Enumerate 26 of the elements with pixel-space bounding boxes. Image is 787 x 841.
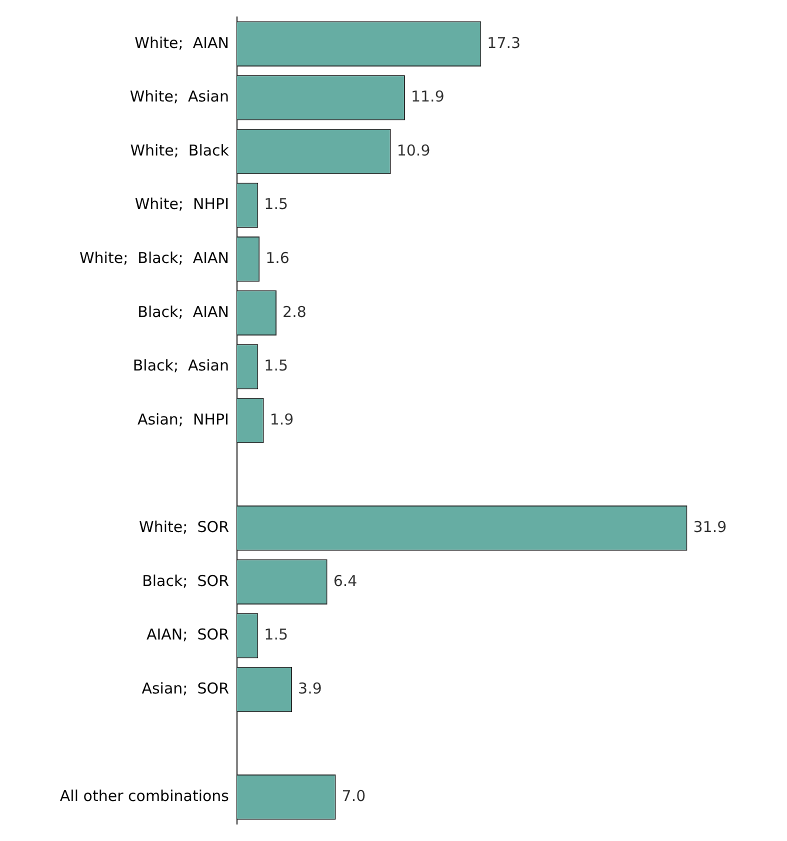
data-label: 1.6: [266, 248, 290, 267]
y-tick-label: White; NHPI: [134, 195, 229, 214]
y-tick-label: White; SOR: [139, 518, 229, 536]
data-label: 6.4: [333, 572, 358, 590]
y-tick-label: White; Black: [130, 141, 230, 160]
y-tick-label: Black; AIAN: [138, 302, 229, 321]
y-tick-label: Black; SOR: [142, 572, 229, 590]
y-tick-label: Black; Asian: [132, 356, 229, 375]
data-label: 11.9: [410, 88, 444, 106]
data-label: 17.3: [487, 34, 521, 52]
data-label: 1.9: [270, 410, 294, 428]
data-label: 7.0: [342, 786, 366, 805]
data-label: 1.5: [264, 195, 288, 214]
y-tick-label: White; AIAN: [134, 34, 229, 52]
y-tick-label: All other combinations: [60, 786, 230, 805]
data-label: 31.9: [693, 518, 727, 536]
data-label: 3.9: [298, 679, 322, 698]
data-label: 2.8: [282, 302, 306, 321]
y-tick-label: White; Asian: [130, 88, 229, 106]
data-label: 10.9: [396, 141, 430, 160]
y-tick-label: Asian; NHPI: [137, 410, 229, 428]
y-tick-label: AIAN; SOR: [146, 626, 229, 644]
y-tick-label: White; Black; AIAN: [79, 248, 229, 267]
data-label: 1.5: [264, 626, 288, 644]
y-tick-label: Asian; SOR: [142, 679, 229, 698]
data-label: 1.5: [264, 356, 288, 375]
